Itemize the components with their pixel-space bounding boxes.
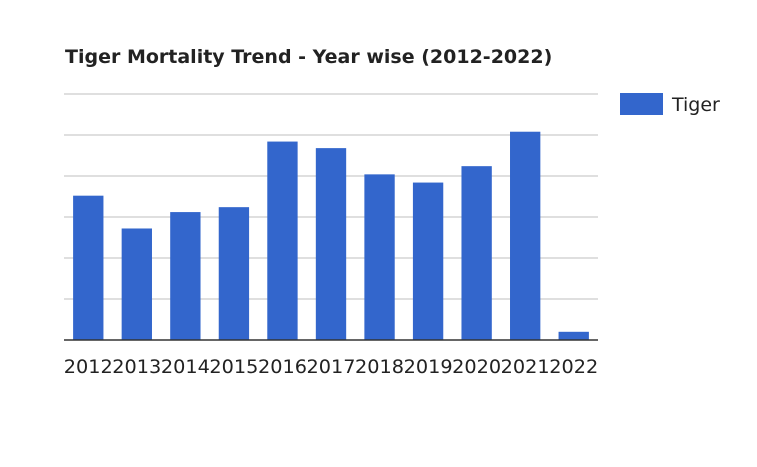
x-tick-label-2022: 2022 [549, 356, 598, 378]
legend-swatch-tiger [620, 93, 663, 115]
bar-2020 [461, 166, 492, 340]
x-axis-ticks: 2012 2013 2014 2015 2016 2017 2018 2019 2020 2021… [64, 356, 598, 378]
x-tick-label-2016: 2016 [258, 356, 307, 378]
bar-2017 [315, 148, 347, 340]
x-tick-label-2019: 2019 [404, 356, 453, 378]
x-tick-label-2013: 2013 [112, 356, 161, 378]
x-tick-label-2020: 2020 [452, 356, 501, 378]
x-tick-label-2021: 2021 [501, 356, 550, 378]
legend: Tiger [620, 93, 720, 116]
bar-2019 [412, 182, 444, 340]
legend-label-tiger: Tiger [671, 94, 720, 116]
bar-2015 [218, 207, 250, 340]
bar-2012 [73, 195, 104, 340]
x-tick-label-2018: 2018 [355, 356, 404, 378]
chart-title: Tiger Mortality Trend - Year wise (2012-… [65, 46, 552, 68]
bar-2013 [121, 228, 152, 340]
x-tick-label-2015: 2015 [209, 356, 258, 378]
bar-2016 [267, 141, 298, 340]
bar-2014 [170, 212, 201, 340]
bar-2021 [510, 131, 541, 340]
bar-2022 [558, 331, 589, 340]
x-tick-label-2012: 2012 [64, 356, 113, 378]
bar-2018 [364, 174, 395, 340]
x-tick-label-2014: 2014 [161, 356, 210, 378]
x-tick-label-2017: 2017 [307, 356, 356, 378]
bars [73, 131, 589, 340]
